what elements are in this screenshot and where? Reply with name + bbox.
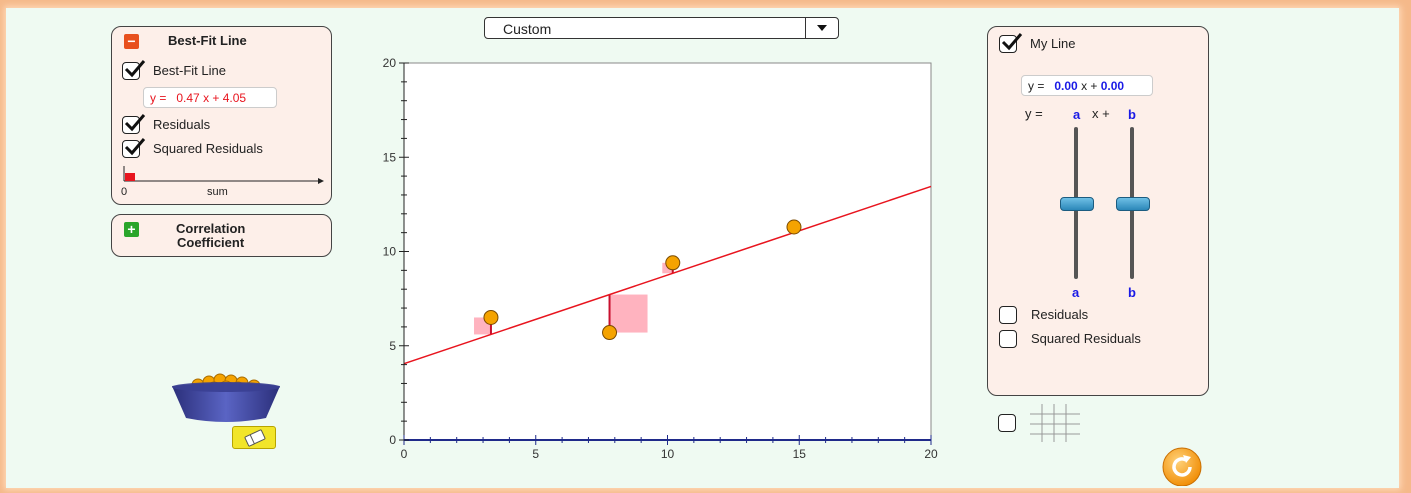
checkmark-icon xyxy=(124,60,146,78)
y-tick-label: 15 xyxy=(383,150,397,164)
checkmark-icon xyxy=(124,138,146,156)
plot-area[interactable] xyxy=(403,62,932,441)
y-tick-label: 5 xyxy=(389,339,396,353)
my-line-panel: My Line y = 0.00 x + 0.00 y = a x + b a … xyxy=(987,26,1209,396)
slider-header-a: a xyxy=(1073,107,1081,122)
eq-intercept: 4.05 xyxy=(222,91,247,105)
correlation-panel: + Correlation Coefficient xyxy=(111,214,332,257)
checkmark-icon xyxy=(1001,33,1023,51)
my-residuals-label: Residuals xyxy=(1031,307,1089,322)
preset-dropdown[interactable]: Custom xyxy=(484,17,839,39)
eq-slope: 0.47 xyxy=(176,91,200,105)
my-line-equation: y = 0.00 x + 0.00 xyxy=(1021,75,1153,96)
slider-a-handle[interactable] xyxy=(1060,197,1094,211)
my-squared-residuals-checkbox[interactable] xyxy=(999,330,1017,348)
slider-b-label: b xyxy=(1128,285,1136,300)
scatter-chart[interactable]: 0 5 10 15 20 0 5 10 15 20 xyxy=(360,50,950,460)
residuals-label: Residuals xyxy=(153,117,211,132)
best-fit-panel: − Best-Fit Line Best-Fit Line y = 0.47 x… xyxy=(111,26,332,205)
grid-icon xyxy=(1030,404,1080,442)
my-line-checkbox[interactable] xyxy=(999,33,1023,53)
eraser-icon xyxy=(244,429,266,447)
preset-dropdown-value: Custom xyxy=(503,21,552,37)
eq-x: x + xyxy=(1081,79,1098,93)
sum-axis-label: sum xyxy=(207,186,228,198)
eraser-button[interactable] xyxy=(232,426,276,449)
reset-icon xyxy=(1172,455,1192,477)
eq-x: x + xyxy=(203,91,220,105)
my-line-label: My Line xyxy=(1030,36,1076,51)
checkmark-icon xyxy=(124,114,146,132)
correlation-title-line2: Coefficient xyxy=(177,235,245,250)
y-tick-label: 0 xyxy=(389,433,396,447)
collapse-best-fit-button[interactable]: − xyxy=(124,34,139,49)
eq-prefix: y = xyxy=(1028,79,1045,93)
data-point[interactable] xyxy=(602,325,618,341)
reset-button[interactable] xyxy=(1155,446,1209,486)
x-tick-label: 10 xyxy=(661,447,675,460)
slider-b-handle[interactable] xyxy=(1116,197,1150,211)
best-fit-equation: y = 0.47 x + 4.05 xyxy=(143,87,277,108)
squared-residuals-label: Squared Residuals xyxy=(153,141,263,156)
slider-header-prefix: y = xyxy=(1025,106,1043,121)
expand-correlation-button[interactable]: + xyxy=(124,222,139,237)
eq-a-value: 0.00 xyxy=(1054,79,1078,93)
correlation-title-line1: Correlation xyxy=(176,221,246,236)
residual-square xyxy=(609,294,648,333)
sum-axis-zero: 0 xyxy=(121,186,128,198)
y-tick-label: 10 xyxy=(383,245,397,259)
data-point[interactable] xyxy=(483,309,499,325)
bowl-of-points-icon[interactable] xyxy=(168,370,284,426)
best-fit-line-checkbox[interactable] xyxy=(122,60,146,80)
slider-a-label: a xyxy=(1072,285,1080,300)
slider-header-b: b xyxy=(1128,107,1136,122)
x-tick-label: 5 xyxy=(532,447,539,460)
squared-residuals-checkbox[interactable] xyxy=(122,138,146,158)
my-squared-residuals-label: Squared Residuals xyxy=(1031,331,1141,346)
y-tick-label: 20 xyxy=(383,56,397,70)
sum-bar xyxy=(125,173,135,181)
data-point[interactable] xyxy=(665,255,681,271)
best-fit-line-label: Best-Fit Line xyxy=(153,63,226,78)
grid-checkbox[interactable] xyxy=(998,414,1016,432)
residuals-checkbox[interactable] xyxy=(122,114,146,134)
best-fit-panel-title: Best-Fit Line xyxy=(168,33,247,48)
eq-prefix: y = xyxy=(150,91,167,105)
chevron-down-icon[interactable] xyxy=(805,18,838,38)
best-fit-line xyxy=(403,185,932,365)
slider-header-x: x + xyxy=(1092,106,1110,121)
sum-bar-chart xyxy=(123,166,324,184)
my-residuals-checkbox[interactable] xyxy=(999,306,1017,324)
x-tick-label: 20 xyxy=(924,447,938,460)
x-tick-label: 0 xyxy=(401,447,408,460)
eq-b-value: 0.00 xyxy=(1100,79,1125,93)
data-point[interactable] xyxy=(786,219,802,235)
x-tick-label: 15 xyxy=(793,447,807,460)
